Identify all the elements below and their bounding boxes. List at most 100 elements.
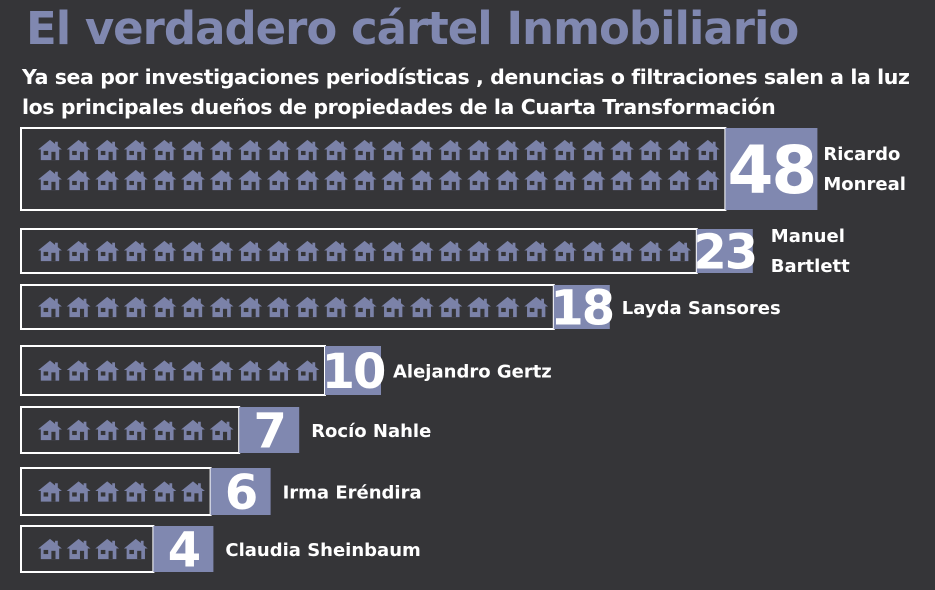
house-icon <box>181 139 205 161</box>
house-icon <box>209 169 234 191</box>
value-label: 18 <box>550 280 613 336</box>
house-icon <box>152 139 177 161</box>
category-label: Layda Sansores <box>622 298 781 319</box>
house-icon <box>123 169 148 191</box>
house-icon <box>495 169 520 191</box>
category-label: Rocío Nahle <box>311 421 431 442</box>
house-icon <box>123 240 148 262</box>
house-icon <box>467 296 491 318</box>
house-icon <box>66 240 91 262</box>
house-icon <box>123 538 148 560</box>
house-icon <box>66 139 91 161</box>
house-icon <box>266 240 291 262</box>
value-badge <box>325 346 381 395</box>
value-badge <box>153 526 214 572</box>
house-icon <box>181 360 205 381</box>
bar-row-rocio-nahle: 7 Rocío Nahle <box>20 403 431 459</box>
house-icon <box>467 169 491 191</box>
house-icon <box>38 240 62 262</box>
house-icon <box>266 169 291 191</box>
house-icon <box>66 419 91 441</box>
category-label: Ricardo <box>823 144 900 165</box>
bar-row-alejandro-gertz: 10 Alejandro Gertz <box>20 344 552 400</box>
house-icon <box>409 240 434 262</box>
house-icon <box>352 296 377 318</box>
value-label: 48 <box>727 132 815 209</box>
house-icon <box>123 139 148 161</box>
house-icon <box>66 360 91 381</box>
house-icon <box>181 419 205 441</box>
house-icon <box>123 419 148 441</box>
chart-subtitle: Ya sea por investigaciones periodísticas… <box>22 65 910 119</box>
house-icon <box>667 139 692 161</box>
bar-row-claudia-sheinbaum: 4 Claudia Sheinbaum <box>20 522 421 578</box>
house-icon <box>524 296 549 318</box>
category-label: Bartlett <box>771 256 850 277</box>
house-icon <box>152 481 177 502</box>
house-icon <box>238 240 263 262</box>
house-icon <box>209 139 234 161</box>
chart-title: El verdadero cártel Inmobiliario <box>26 2 799 55</box>
house-icon <box>209 419 234 441</box>
house-icon <box>524 240 549 262</box>
house-icon <box>181 169 205 191</box>
house-icon <box>381 240 406 262</box>
house-icon <box>610 139 634 161</box>
category-label: Claudia Sheinbaum <box>225 540 420 561</box>
house-icon <box>581 139 606 161</box>
house-icon <box>152 296 177 318</box>
house-icon <box>181 296 205 318</box>
house-icon <box>695 169 720 191</box>
house-icon <box>610 169 634 191</box>
house-icon <box>66 538 91 560</box>
bar-row-manuel-bartlett: 23 Manuel Bartlett <box>20 224 850 280</box>
house-icon <box>438 240 463 262</box>
value-label: 7 <box>253 403 284 459</box>
house-icon <box>38 419 62 441</box>
house-icon <box>152 419 177 441</box>
house-icon <box>152 360 177 381</box>
house-icon <box>238 139 263 161</box>
house-icon <box>295 169 320 191</box>
house-icon <box>295 240 320 262</box>
house-icon <box>667 240 692 262</box>
house-icon <box>552 139 577 161</box>
house-icon <box>181 481 205 502</box>
house-icon <box>266 296 291 318</box>
house-icon <box>638 169 663 191</box>
house-icon <box>123 296 148 318</box>
house-icon <box>324 169 348 191</box>
value-label: 6 <box>225 465 256 521</box>
house-icon <box>610 240 634 262</box>
house-icon <box>238 169 263 191</box>
house-icon <box>95 139 120 161</box>
house-icon <box>352 240 377 262</box>
house-icon <box>524 169 549 191</box>
house-icon <box>123 360 148 381</box>
house-icon <box>552 240 577 262</box>
house-icon <box>123 481 148 502</box>
house-icon <box>38 538 62 560</box>
house-icon <box>467 139 491 161</box>
house-icon <box>38 169 62 191</box>
house-icon <box>66 296 91 318</box>
house-icon <box>324 139 348 161</box>
house-icon <box>581 169 606 191</box>
bar-frame <box>20 127 727 211</box>
value-badge <box>696 229 753 273</box>
house-icon <box>38 481 62 502</box>
house-icon <box>95 240 120 262</box>
house-icon <box>495 296 520 318</box>
house-icon <box>266 360 291 381</box>
house-icon <box>438 169 463 191</box>
house-icon <box>495 139 520 161</box>
house-icon <box>381 139 406 161</box>
house-icon <box>38 360 62 381</box>
house-icon <box>552 169 577 191</box>
house-icon <box>495 240 520 262</box>
house-icon <box>438 296 463 318</box>
bar-row-layda-sansores: 18 Layda Sansores <box>20 280 781 336</box>
house-icon <box>95 360 120 381</box>
house-icon <box>581 240 606 262</box>
